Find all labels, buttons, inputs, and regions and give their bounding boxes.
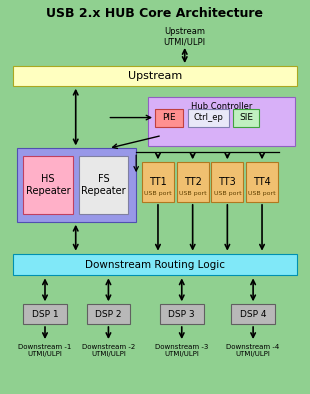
Text: Downstream -1
UTMI/ULPI: Downstream -1 UTMI/ULPI: [18, 344, 72, 357]
Text: DSP 4: DSP 4: [240, 310, 266, 319]
Bar: [211, 162, 243, 202]
Bar: [177, 162, 209, 202]
Text: Upstream: Upstream: [128, 71, 182, 81]
Bar: [231, 304, 275, 324]
Text: USB port: USB port: [144, 191, 172, 195]
Bar: [148, 97, 295, 146]
Bar: [13, 254, 297, 275]
Text: DSP 3: DSP 3: [168, 310, 195, 319]
Bar: [17, 149, 136, 222]
Text: TT3: TT3: [219, 177, 236, 187]
Text: USB port: USB port: [248, 191, 276, 195]
Text: SIE: SIE: [239, 113, 253, 122]
Text: USB port: USB port: [179, 191, 206, 195]
Text: TT1: TT1: [149, 177, 167, 187]
Bar: [233, 109, 259, 126]
Text: USB 2.x HUB Core Architecture: USB 2.x HUB Core Architecture: [46, 7, 264, 20]
Text: Downstream Routing Logic: Downstream Routing Logic: [85, 260, 225, 269]
Text: Downstream -4
UTMI/ULPI: Downstream -4 UTMI/ULPI: [227, 344, 280, 357]
Bar: [155, 109, 183, 126]
Bar: [23, 304, 67, 324]
Bar: [160, 304, 204, 324]
Text: DSP 2: DSP 2: [95, 310, 122, 319]
Bar: [142, 162, 174, 202]
Text: TT4: TT4: [253, 177, 271, 187]
Text: Hub Controller: Hub Controller: [191, 102, 252, 111]
Bar: [246, 162, 278, 202]
Text: Downstream -2
UTMI/ULPI: Downstream -2 UTMI/ULPI: [82, 344, 135, 357]
Text: Downstream -3
UTMI/ULPI: Downstream -3 UTMI/ULPI: [155, 344, 208, 357]
Text: PIE: PIE: [162, 113, 176, 122]
Text: Ctrl_ep: Ctrl_ep: [193, 113, 224, 122]
Text: FS
Repeater: FS Repeater: [81, 174, 126, 196]
Bar: [23, 156, 73, 214]
Bar: [188, 109, 229, 126]
Text: Upstream
UTMI/ULPI: Upstream UTMI/ULPI: [164, 27, 206, 46]
Text: HS
Repeater: HS Repeater: [26, 174, 70, 196]
Text: DSP 1: DSP 1: [32, 310, 58, 319]
Bar: [13, 66, 297, 86]
Text: TT2: TT2: [184, 177, 202, 187]
Bar: [86, 304, 130, 324]
Bar: [79, 156, 128, 214]
Text: USB port: USB port: [214, 191, 241, 195]
